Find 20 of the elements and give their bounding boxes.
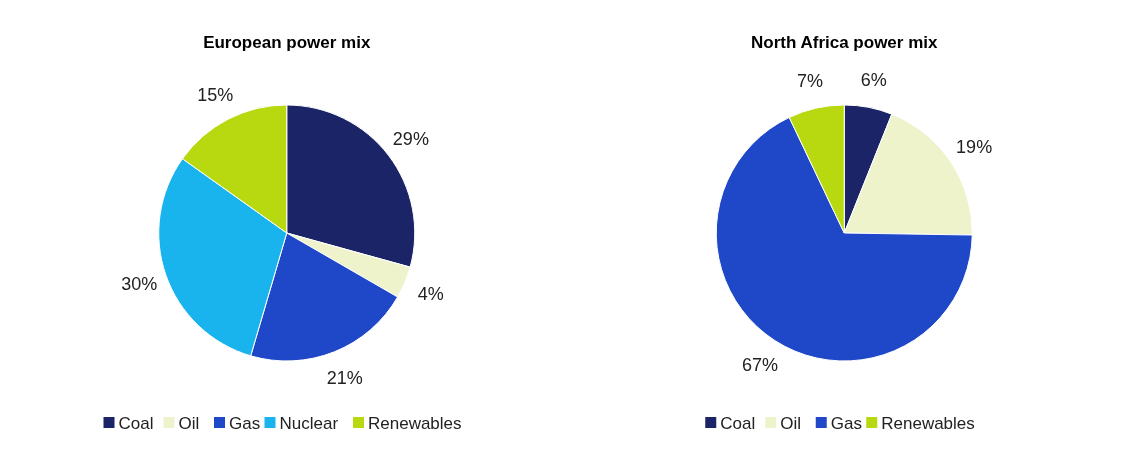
data-label: 29%: [392, 128, 429, 149]
data-label: 15%: [197, 84, 234, 105]
chart-title: European power mix: [203, 33, 371, 52]
legend-label: Gas: [830, 413, 862, 433]
legend-label: Oil: [780, 413, 802, 433]
legend-label: Renewables: [368, 413, 462, 433]
legend-label: Gas: [229, 413, 261, 433]
data-label: 67%: [741, 354, 778, 375]
data-label: 6%: [860, 70, 887, 91]
legend-label: Oil: [178, 413, 200, 433]
legend-label: Nuclear: [279, 413, 339, 433]
legend-label: Renewables: [881, 413, 975, 433]
data-label: 30%: [121, 274, 158, 295]
legend-label: Coal: [118, 413, 154, 433]
data-label: 7%: [796, 71, 823, 92]
data-label: 4%: [417, 283, 444, 304]
legend-label: Coal: [720, 413, 756, 433]
data-label: 19%: [956, 136, 993, 157]
data-label: 21%: [326, 368, 363, 389]
chart-title: North Africa power mix: [751, 33, 938, 52]
